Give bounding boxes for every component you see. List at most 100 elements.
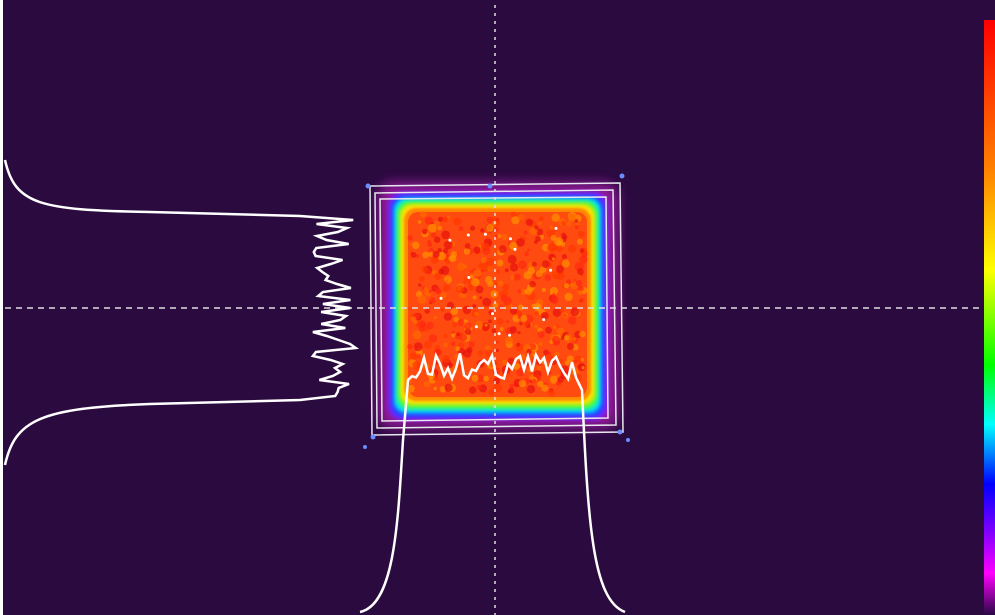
speckle: [434, 272, 442, 280]
speckle: [486, 257, 495, 266]
marker-dot: [554, 226, 558, 230]
beam-texture: [407, 210, 588, 397]
speckle: [574, 219, 579, 223]
speckle: [440, 308, 445, 312]
speckle: [518, 379, 527, 388]
speckle: [556, 271, 565, 280]
speckle: [437, 216, 443, 222]
speckle: [478, 262, 484, 268]
speckle: [555, 244, 563, 252]
speckle: [520, 314, 528, 322]
speckle: [543, 349, 549, 356]
speckle: [485, 275, 493, 284]
marker-dot: [467, 276, 471, 279]
speckle: [573, 278, 577, 282]
speckle: [553, 325, 557, 330]
speckle: [579, 255, 588, 264]
horizontal-profile: [359, 351, 626, 614]
speckle: [410, 316, 417, 322]
speckle: [516, 238, 525, 247]
marker-dot: [474, 325, 478, 329]
speckle: [418, 276, 425, 282]
speckle: [560, 308, 564, 313]
speckle: [443, 312, 452, 321]
speckle: [537, 330, 545, 339]
speckle: [479, 296, 483, 300]
speckle: [459, 333, 468, 342]
speckle: [544, 274, 552, 282]
speckle: [552, 308, 562, 317]
handle: [370, 434, 376, 440]
speckle: [577, 268, 584, 275]
roi-boxes: [369, 182, 624, 436]
speckle: [439, 386, 447, 393]
speckle: [441, 230, 450, 240]
speckle: [535, 235, 541, 242]
speckle: [474, 311, 480, 317]
speckle: [548, 389, 555, 397]
marker-dot: [448, 238, 452, 242]
handle: [365, 183, 371, 189]
speckle: [443, 217, 448, 222]
speckle: [526, 248, 530, 252]
speckle: [469, 269, 473, 273]
speckle: [517, 289, 522, 294]
speckle: [527, 368, 532, 373]
speckle: [545, 353, 553, 361]
speckle: [519, 322, 523, 326]
speckle: [575, 280, 583, 287]
speckle: [524, 251, 529, 257]
speckle: [564, 292, 573, 301]
speckle: [575, 222, 579, 226]
speckle: [564, 360, 570, 366]
speckle: [443, 334, 448, 339]
speckle: [559, 359, 564, 364]
speckle: [550, 234, 557, 241]
speckle: [483, 375, 489, 382]
speckle: [410, 252, 417, 258]
speckle: [470, 225, 476, 231]
speckle: [549, 291, 553, 295]
speckle: [526, 348, 532, 355]
marker-dot: [549, 268, 553, 272]
speckle: [482, 297, 492, 307]
speckle: [579, 330, 586, 338]
speckle: [455, 346, 461, 352]
speckle: [511, 216, 520, 225]
roi-box: [374, 189, 617, 429]
speckle: [476, 374, 485, 383]
speckle: [426, 269, 432, 275]
marker-dot: [491, 312, 494, 316]
speckle: [570, 307, 580, 317]
speckle: [574, 225, 579, 230]
speckle: [568, 316, 577, 325]
speckle: [480, 256, 487, 263]
speckle: [492, 302, 499, 308]
speckle: [412, 330, 422, 340]
speckle: [531, 261, 537, 267]
speckle: [554, 237, 564, 247]
speckle: [525, 287, 533, 295]
speckle: [509, 307, 518, 315]
speckle: [538, 342, 543, 346]
speckle: [556, 265, 565, 273]
speckle: [494, 234, 499, 238]
speckle: [487, 265, 494, 272]
speckle: [561, 259, 570, 268]
handle: [619, 173, 625, 179]
speckle: [580, 357, 585, 362]
speckle: [488, 389, 495, 396]
speckle: [556, 374, 560, 378]
speckle: [464, 243, 471, 249]
speckle: [506, 320, 510, 324]
speckle: [453, 316, 460, 323]
speckle: [407, 343, 413, 350]
speckle: [480, 228, 485, 233]
speckle: [464, 328, 472, 336]
speckle: [526, 385, 536, 394]
speckle: [424, 216, 434, 225]
speckle: [486, 224, 494, 232]
speckle: [569, 283, 575, 288]
speckle: [567, 343, 574, 350]
